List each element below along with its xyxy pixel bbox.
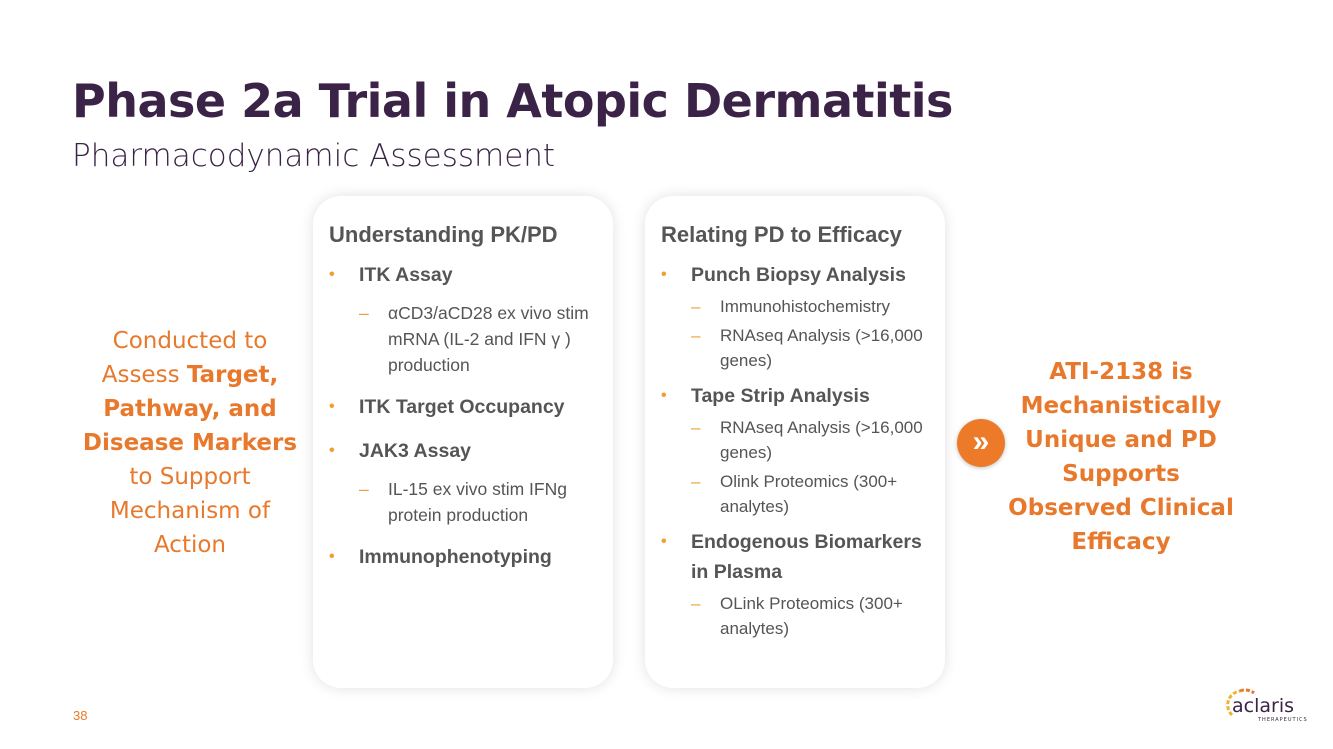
sub-bullet-item: – RNAseq Analysis (>16,000 genes) xyxy=(691,415,929,465)
purpose-text: Conducted to Assess Target, Pathway, and… xyxy=(82,324,298,562)
dash-icon: – xyxy=(359,479,369,499)
bullet-label: JAK3 Assay xyxy=(359,440,472,462)
bullet-label: Tape Strip Analysis xyxy=(691,385,870,407)
bullet-icon: • xyxy=(329,266,335,283)
bullet-icon: • xyxy=(329,398,335,415)
card-pk-pd: Understanding PK/PD • ITK Assay – αCD3/aCD2… xyxy=(313,196,613,688)
page-number: 38 xyxy=(73,708,88,723)
bullet-icon: • xyxy=(661,387,667,404)
sub-bullet-label: RNAseq Analysis (>16,000 genes) xyxy=(720,418,923,462)
dash-icon: – xyxy=(691,594,701,613)
sub-bullet-item: – RNAseq Analysis (>16,000 genes) xyxy=(691,323,929,373)
bullet-icon: • xyxy=(661,533,667,550)
aclaris-logo: aclaris THERAPEUTICS xyxy=(1226,688,1308,723)
purpose-text-part: Conducted to Assess xyxy=(101,328,268,388)
logo-tagline: THERAPEUTICS xyxy=(1257,717,1308,723)
sub-bullet-label: Olink Proteomics (300+ analytes) xyxy=(720,472,898,516)
dash-icon: – xyxy=(359,303,369,323)
sub-bullet-label: IL-15 ex vivo stim IFNg protein producti… xyxy=(388,479,567,525)
sub-bullet-label: αCD3/aCD28 ex vivo stim mRNA (IL-2 and I… xyxy=(388,303,589,375)
card-pd-efficacy: Relating PD to Efficacy • Punch Biopsy An… xyxy=(645,196,945,688)
bullet-icon: • xyxy=(661,266,667,283)
dash-icon: – xyxy=(691,472,701,491)
bullet-item: • ITK Assay xyxy=(329,260,597,290)
dash-icon: – xyxy=(691,326,701,345)
sub-bullet-label: Immunohistochemistry xyxy=(720,297,891,316)
bullet-label: Punch Biopsy Analysis xyxy=(691,264,906,286)
bullet-icon: • xyxy=(329,442,335,459)
logo-wordmark: aclaris xyxy=(1232,695,1294,717)
card-heading: Understanding PK/PD xyxy=(329,222,558,247)
bullet-icon: • xyxy=(329,548,335,565)
purpose-text-bold: Target, Pathway, and Disease Markers xyxy=(82,362,298,456)
sub-bullet-label: RNAseq Analysis (>16,000 genes) xyxy=(720,326,923,370)
double-chevron-right-icon: » xyxy=(957,419,1005,467)
bullet-item: • Tape Strip Analysis xyxy=(661,381,929,411)
bullet-item: • Punch Biopsy Analysis xyxy=(661,260,929,290)
page-subtitle: Pharmacodynamic Assessment xyxy=(72,138,556,174)
sub-bullet-item: – OLink Proteomics (300+ analytes) xyxy=(691,591,929,641)
bullet-label: ITK Target Occupancy xyxy=(359,396,565,418)
purpose-text-part: to Support Mechanism of Action xyxy=(109,464,271,558)
sub-bullet-item: – Immunohistochemistry xyxy=(691,294,929,319)
bullet-item: • Endogenous Biomarkers in Plasma xyxy=(661,527,929,587)
conclusion-text: ATI-2138 is Mechanistically Unique and P… xyxy=(1008,359,1234,555)
bullet-label: Immunophenotyping xyxy=(359,546,552,568)
card-heading: Relating PD to Efficacy xyxy=(661,222,902,247)
bullet-item: • ITK Target Occupancy xyxy=(329,392,597,422)
sub-bullet-item: – IL-15 ex vivo stim IFNg protein product… xyxy=(359,476,597,528)
sub-bullet-item: – αCD3/aCD28 ex vivo stim mRNA (IL-2 and … xyxy=(359,300,597,378)
dash-icon: – xyxy=(691,418,701,437)
sub-bullet-item: – Olink Proteomics (300+ analytes) xyxy=(691,469,929,519)
dash-icon: – xyxy=(691,297,701,316)
bullet-label: Endogenous Biomarkers in Plasma xyxy=(691,531,922,583)
bullet-item: • Immunophenotyping xyxy=(329,542,597,572)
bullet-item: • JAK3 Assay xyxy=(329,436,597,466)
bullet-label: ITK Assay xyxy=(359,264,453,286)
sub-bullet-label: OLink Proteomics (300+ analytes) xyxy=(720,594,903,638)
page-title: Phase 2a Trial in Atopic Dermatitis xyxy=(72,74,953,128)
